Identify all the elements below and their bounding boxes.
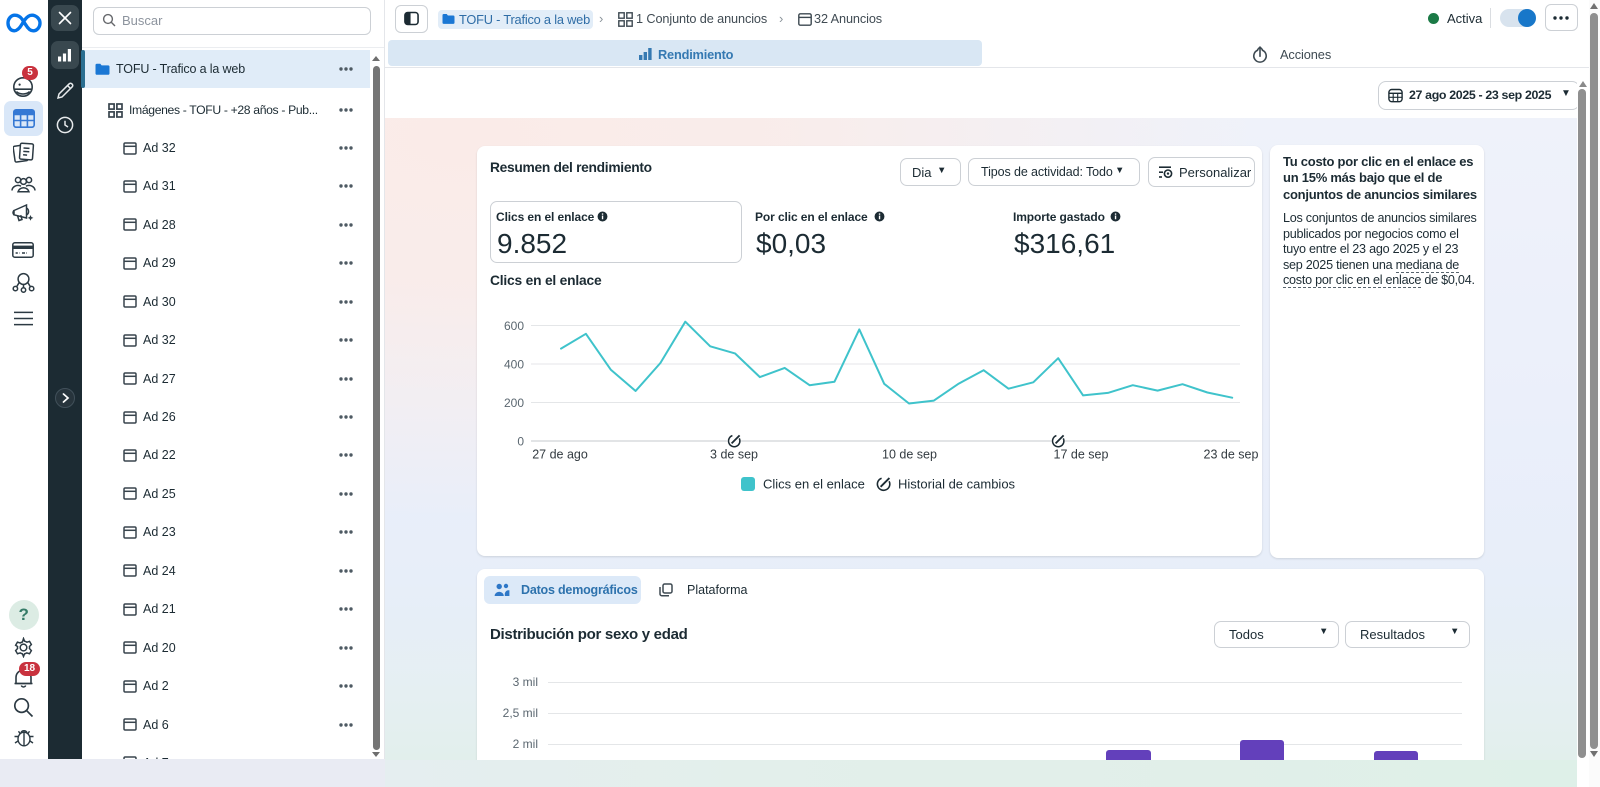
svg-text:400: 400 xyxy=(504,358,524,372)
svg-text:17 de sep: 17 de sep xyxy=(1054,448,1109,462)
svg-text:3 de sep: 3 de sep xyxy=(710,448,758,462)
svg-text:200: 200 xyxy=(504,396,524,410)
svg-text:Historial de cambios: Historial de cambios xyxy=(898,477,1016,492)
svg-text:23 de sep: 23 de sep xyxy=(1204,448,1259,462)
svg-text:600: 600 xyxy=(504,319,524,333)
svg-text:Clics en el enlace: Clics en el enlace xyxy=(763,477,865,492)
svg-text:10 de sep: 10 de sep xyxy=(882,448,937,462)
svg-text:0: 0 xyxy=(517,435,524,449)
svg-text:27 de ago: 27 de ago xyxy=(532,448,588,462)
